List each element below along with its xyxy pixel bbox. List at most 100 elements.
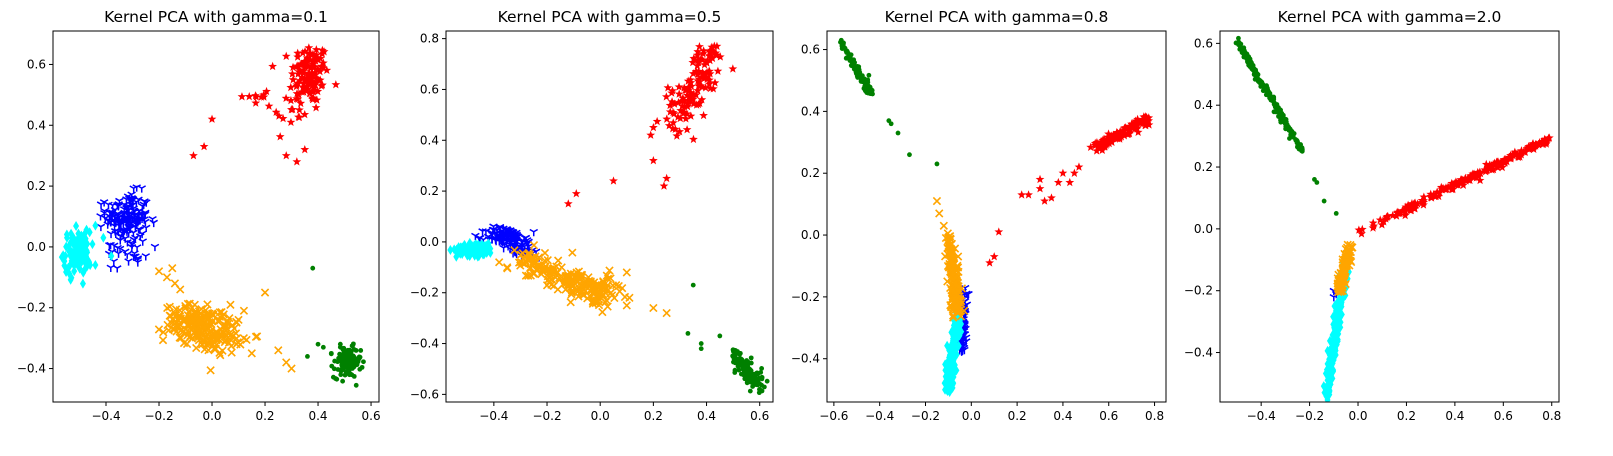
data-point-diamond — [74, 256, 81, 267]
data-point-dot — [355, 359, 361, 365]
data-point-star — [281, 151, 291, 160]
data-point-star — [302, 84, 312, 94]
subplot-title: Kernel PCA with gamma=0.1 — [104, 8, 328, 26]
data-point-dot — [753, 376, 759, 382]
data-point-star — [310, 85, 320, 95]
data-point-star — [1133, 127, 1143, 136]
data-point-x — [162, 273, 172, 282]
data-point-star — [1125, 125, 1135, 134]
data-point-diamond — [67, 274, 74, 285]
data-point-star — [207, 114, 217, 123]
data-point-star — [688, 94, 698, 103]
series-star — [189, 43, 341, 166]
data-point-x — [198, 336, 207, 346]
data-point-star — [1139, 112, 1149, 121]
data-point-star — [1065, 177, 1075, 187]
data-point-tri — [141, 224, 151, 233]
subplot-4: −0.4 −0.2 0.0 0.2 0.4 0.6 0.8 −0.4 −0.2 0.0 0.2 0.4… — [1184, 8, 1561, 423]
data-point-star — [664, 121, 674, 130]
x-tick-label: 0.2 — [255, 409, 274, 423]
data-point-star — [1375, 215, 1385, 224]
data-point-star — [710, 78, 720, 87]
series-diamond — [447, 237, 494, 262]
data-point-star — [302, 53, 312, 62]
data-point-star — [705, 69, 715, 78]
data-point-tri — [105, 242, 114, 250]
data-point-dot — [1233, 40, 1239, 46]
x-tick-label: −0.2 — [532, 409, 561, 423]
x-tick-label: 0.8 — [1542, 409, 1561, 423]
data-point-star — [708, 53, 717, 63]
data-point-x — [260, 288, 270, 297]
data-point-star — [1430, 191, 1440, 201]
data-point-diamond — [1323, 391, 1330, 402]
data-point-dot — [1290, 132, 1296, 138]
data-point-dot — [1282, 120, 1288, 126]
data-point-x — [577, 270, 587, 280]
x-tick-label: 0.8 — [1145, 409, 1164, 423]
data-point-diamond — [70, 251, 77, 262]
data-point-dot — [1333, 211, 1339, 216]
y-tick-label: 0.6 — [27, 57, 46, 71]
data-point-star — [1368, 223, 1378, 232]
data-point-star — [713, 66, 723, 75]
data-point-star — [199, 141, 209, 151]
data-point-dot — [1278, 107, 1284, 113]
data-point-star — [1112, 127, 1122, 137]
data-point-star — [293, 94, 303, 103]
data-point-star — [319, 58, 328, 67]
y-tick-label: 0.8 — [420, 32, 439, 46]
data-point-star — [292, 89, 302, 98]
x-tick-label: 0.2 — [644, 409, 663, 423]
data-point-star — [1388, 210, 1398, 220]
subplot-title: Kernel PCA with gamma=0.5 — [498, 8, 722, 26]
data-point-dot — [337, 341, 343, 347]
data-point-star — [1452, 178, 1461, 188]
data-point-star — [646, 130, 656, 139]
data-point-tri — [112, 265, 122, 273]
y-tick-label: 0.2 — [801, 166, 820, 180]
x-tick-label: 0.2 — [1008, 409, 1027, 423]
data-point-dot — [732, 347, 738, 353]
data-point-tri — [140, 211, 150, 219]
data-point-diamond — [957, 326, 964, 337]
data-point-star — [675, 127, 684, 136]
data-point-star — [286, 82, 296, 92]
data-point-dot — [305, 353, 310, 359]
data-point-diamond — [66, 246, 73, 257]
data-point-x — [594, 300, 604, 310]
data-point-diamond — [1329, 345, 1336, 356]
data-point-star — [670, 124, 680, 134]
data-point-star — [1400, 210, 1410, 220]
data-point-star — [689, 89, 699, 98]
data-point-star — [1426, 189, 1436, 198]
data-point-dot — [1278, 117, 1283, 123]
data-point-dot — [698, 341, 704, 346]
data-point-x — [204, 324, 213, 334]
data-point-tri — [114, 250, 123, 258]
data-point-star — [317, 45, 327, 55]
x-tick-label: 0.0 — [1348, 409, 1367, 423]
data-point-x — [584, 273, 593, 282]
scatter-points — [838, 37, 1154, 398]
data-point-dot — [847, 53, 853, 59]
data-point-star — [683, 76, 693, 85]
series-dot — [1233, 35, 1339, 216]
data-point-diamond — [944, 340, 951, 351]
data-point-dot — [732, 367, 738, 373]
data-point-dot — [357, 354, 363, 360]
data-point-x — [601, 298, 610, 307]
data-point-star — [268, 61, 277, 71]
data-point-x — [239, 333, 248, 343]
data-point-diamond — [92, 260, 99, 271]
data-point-diamond — [69, 235, 76, 246]
data-point-star — [679, 83, 689, 92]
y-tick-label: 0.6 — [420, 82, 439, 96]
data-point-x — [192, 324, 201, 334]
subplot-title: Kernel PCA with gamma=2.0 — [1278, 8, 1502, 26]
data-point-dot — [1238, 46, 1243, 52]
data-point-tri — [499, 244, 508, 253]
data-point-star — [684, 86, 693, 95]
y-tick-label: 0.6 — [801, 43, 820, 57]
data-point-x — [222, 331, 231, 341]
